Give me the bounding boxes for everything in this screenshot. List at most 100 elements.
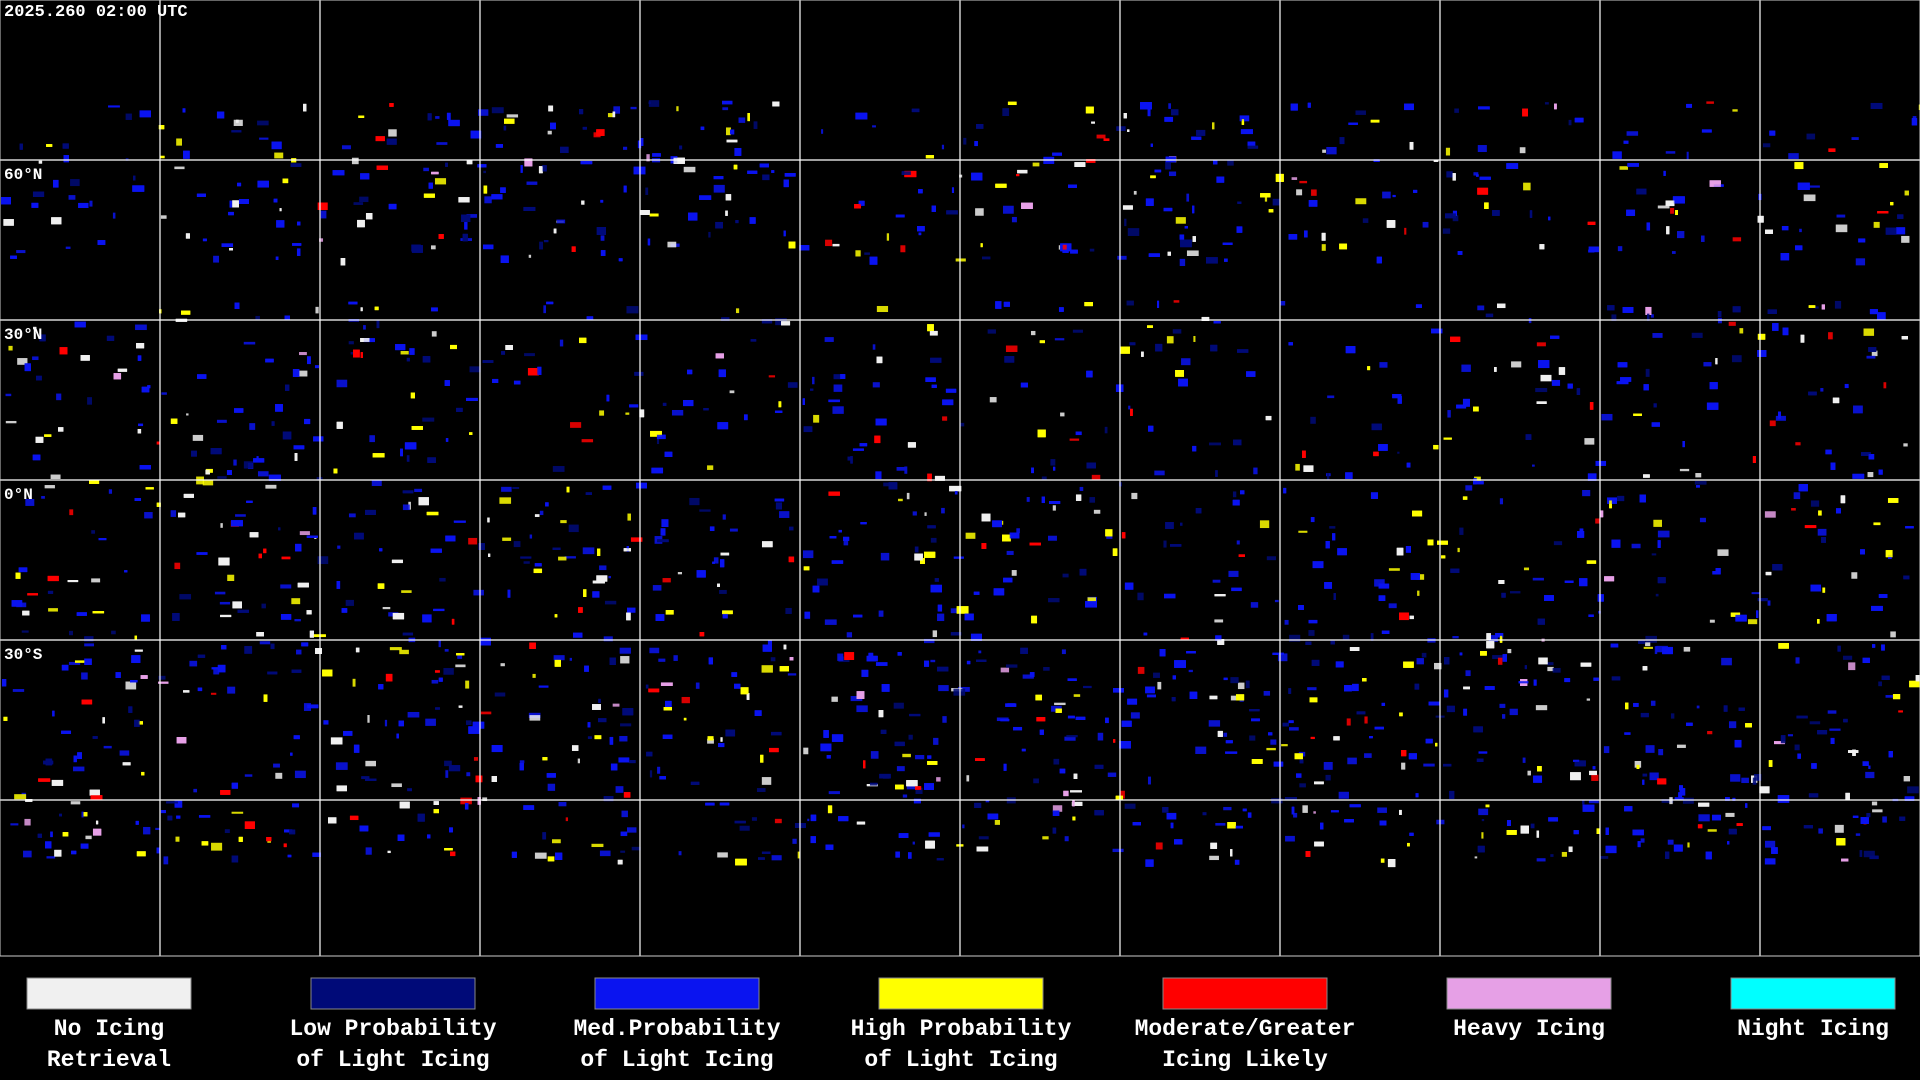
icing-pixel — [348, 341, 354, 345]
icing-pixel — [1653, 519, 1663, 527]
icing-pixel — [1449, 790, 1455, 799]
icing-pixel — [774, 410, 783, 414]
icing-pixel — [134, 498, 142, 501]
icing-pixel — [617, 859, 623, 865]
icing-pixel — [376, 320, 380, 329]
icing-pixel — [1586, 698, 1591, 701]
icing-pixel — [378, 684, 384, 690]
icing-pixel — [1013, 726, 1023, 731]
icing-pixel — [1104, 426, 1108, 434]
icing-pixel — [1756, 610, 1759, 618]
icing-pixel — [103, 745, 112, 749]
icing-pixel — [930, 659, 936, 663]
icing-pixel — [1672, 196, 1685, 204]
icing-pixel — [760, 754, 764, 763]
icing-pixel — [1339, 137, 1345, 145]
icing-pixel — [902, 753, 911, 758]
icing-pixel — [676, 106, 679, 112]
icing-pixel — [1488, 635, 1498, 642]
icing-pixel — [46, 856, 56, 859]
icing-pixel — [775, 318, 787, 326]
icing-pixel — [699, 509, 711, 512]
icing-pixel — [1213, 160, 1218, 165]
icing-pixel — [14, 794, 27, 800]
icing-pixel — [297, 370, 308, 377]
icing-pixel — [1277, 653, 1288, 662]
icing-pixel — [444, 760, 452, 767]
icing-pixel — [681, 696, 690, 704]
icing-pixel — [1553, 541, 1563, 546]
icing-pixel — [524, 158, 533, 167]
icing-pixel — [1574, 117, 1584, 123]
icing-pixel — [1063, 790, 1069, 797]
icing-pixel — [722, 100, 733, 105]
icing-pixel — [652, 585, 662, 591]
icing-pixel — [1441, 555, 1446, 559]
icing-pixel — [438, 639, 441, 648]
icing-pixel — [139, 465, 151, 470]
icing-pixel — [722, 514, 726, 520]
icing-pixel — [1052, 152, 1062, 156]
icing-pixel — [1640, 838, 1645, 843]
icing-pixel — [1325, 774, 1331, 781]
icing-pixel — [1170, 544, 1182, 547]
icing-pixel — [1339, 243, 1348, 250]
icing-pixel — [1474, 856, 1478, 859]
icing-pixel — [1223, 732, 1228, 737]
icing-pixel — [1272, 652, 1284, 655]
icing-pixel — [1171, 697, 1176, 702]
icing-pixel — [1145, 859, 1154, 867]
icing-pixel — [282, 431, 292, 440]
icing-pixel — [542, 832, 547, 840]
icing-pixel — [656, 434, 666, 440]
icing-pixel — [1814, 306, 1819, 309]
icing-pixel — [587, 736, 592, 739]
icing-pixel — [224, 829, 230, 834]
icing-pixel — [1865, 771, 1875, 779]
icing-pixel — [1611, 314, 1617, 322]
icing-pixel — [32, 454, 41, 461]
icing-pixel — [1370, 492, 1378, 499]
icing-pixel — [855, 250, 861, 257]
icing-pixel — [1769, 420, 1776, 427]
icing-pixel — [534, 852, 547, 859]
icing-pixel — [491, 107, 504, 114]
icing-pixel — [1527, 770, 1531, 776]
icing-pixel — [987, 329, 996, 334]
icing-pixel — [1022, 674, 1034, 679]
icing-pixel — [656, 437, 660, 445]
icing-pixel — [936, 777, 941, 782]
icing-pixel — [1376, 256, 1382, 264]
icing-pixel — [976, 659, 987, 662]
icing-pixel — [355, 647, 360, 653]
icing-pixel — [729, 129, 735, 135]
icing-pixel — [679, 145, 683, 150]
icing-pixel — [213, 255, 220, 263]
icing-pixel — [32, 356, 39, 361]
icing-pixel — [353, 202, 364, 205]
icing-pixel — [543, 305, 547, 314]
icing-pixel — [553, 228, 557, 234]
icing-pixel — [1601, 413, 1613, 421]
icing-pixel — [1270, 739, 1277, 745]
icing-pixel — [895, 214, 905, 218]
icing-pixel — [1573, 830, 1579, 835]
icing-pixel — [1509, 591, 1521, 594]
icing-pixel — [1231, 587, 1242, 592]
icing-pixel — [1765, 571, 1772, 576]
icing-pixel — [878, 710, 884, 718]
icing-pixel — [833, 374, 841, 380]
icing-pixel — [1536, 858, 1546, 862]
icing-pixel — [927, 473, 932, 482]
icing-pixel — [1103, 138, 1110, 141]
icing-pixel — [443, 668, 454, 675]
icing-pixel — [761, 665, 773, 673]
icing-pixel — [1293, 812, 1298, 818]
icing-pixel — [1700, 235, 1705, 242]
icing-pixel — [444, 380, 450, 386]
icing-pixel — [645, 684, 649, 689]
icing-pixel — [1564, 678, 1571, 683]
icing-pixel — [1855, 258, 1866, 266]
icing-pixel — [1863, 850, 1875, 858]
icing-pixel — [227, 574, 235, 582]
